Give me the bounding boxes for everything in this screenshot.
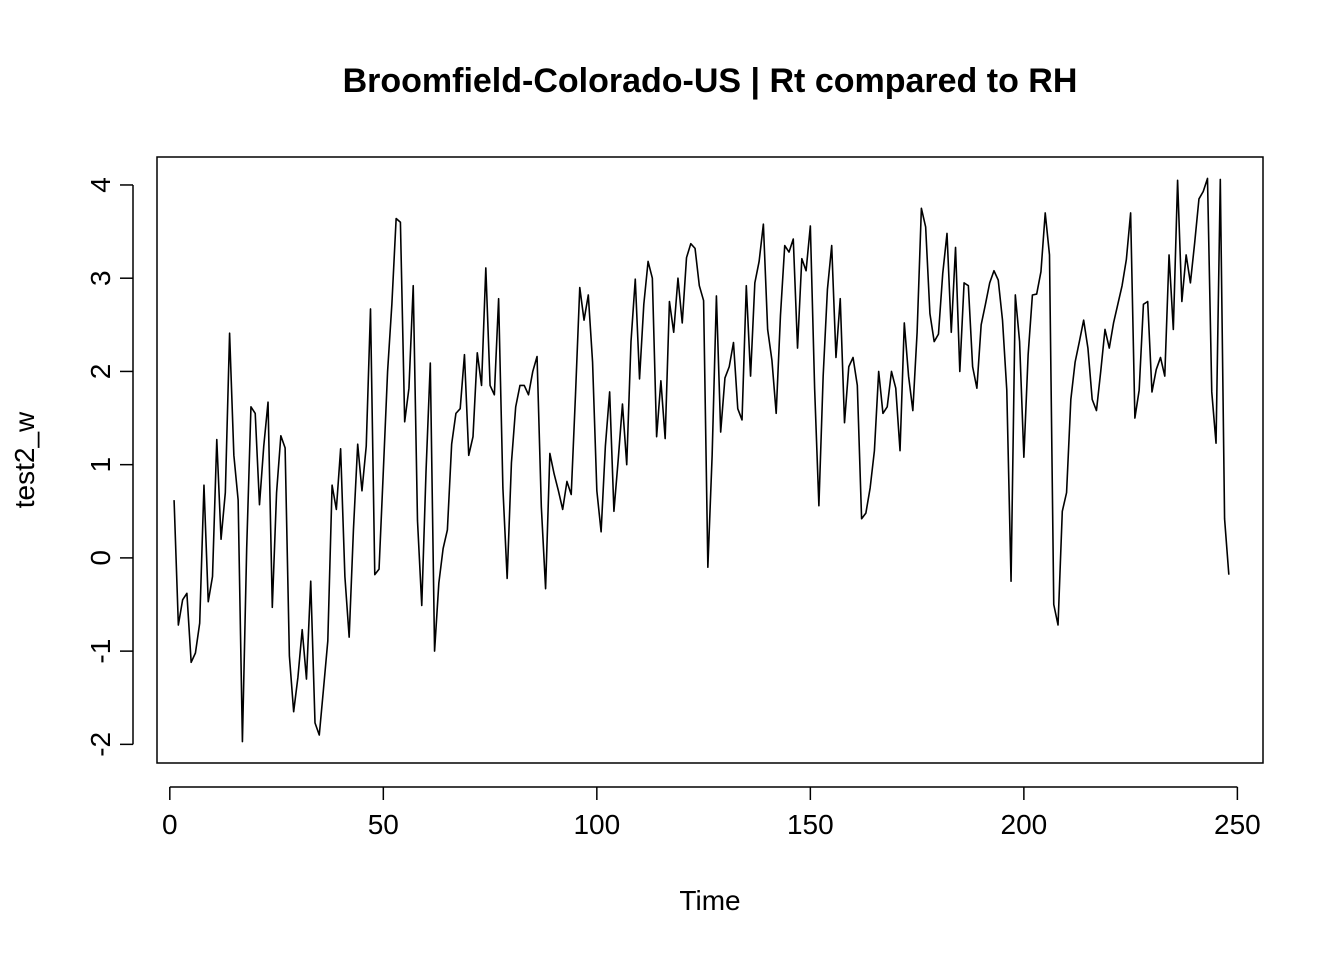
x-axis-title: Time bbox=[679, 885, 740, 916]
x-tick-label: 0 bbox=[162, 809, 178, 840]
y-axis: -2 -1 0 1 2 3 4 bbox=[85, 177, 134, 757]
y-axis-title: test2_w bbox=[9, 411, 40, 508]
x-axis: 0 50 100 150 200 250 bbox=[162, 786, 1261, 840]
x-tick-label: 150 bbox=[787, 809, 834, 840]
x-tick-label: 200 bbox=[1001, 809, 1048, 840]
y-tick-label: -2 bbox=[85, 732, 116, 757]
y-tick-label: 4 bbox=[85, 177, 116, 193]
y-tick-label: 1 bbox=[85, 457, 116, 473]
y-tick-label: -1 bbox=[85, 639, 116, 664]
x-tick-label: 50 bbox=[368, 809, 399, 840]
chart-title: Broomfield-Colorado-US | Rt compared to … bbox=[343, 62, 1078, 100]
series-layer bbox=[173, 177, 1230, 743]
series-line bbox=[173, 177, 1230, 743]
x-tick-label: 100 bbox=[573, 809, 620, 840]
y-tick-label: 2 bbox=[85, 364, 116, 380]
plot-frame bbox=[156, 156, 1264, 764]
x-tick-label: 250 bbox=[1214, 809, 1261, 840]
y-tick-label: 0 bbox=[85, 550, 116, 566]
y-tick-label: 3 bbox=[85, 270, 116, 286]
